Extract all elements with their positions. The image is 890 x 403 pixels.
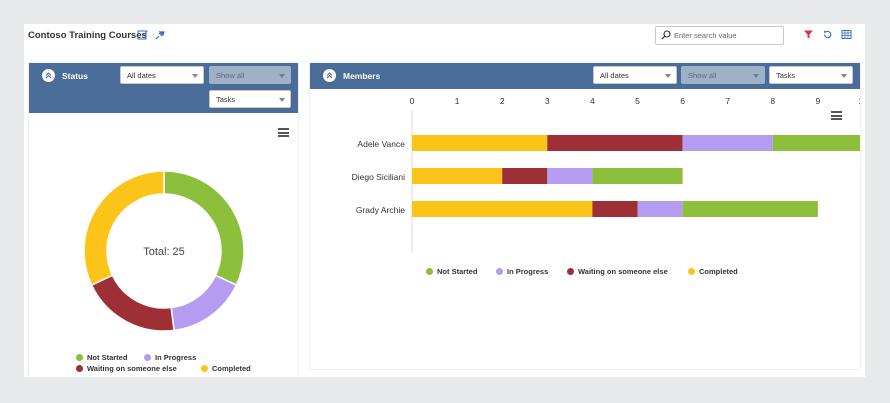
search-box[interactable] (655, 26, 784, 45)
status-panel: Status All dates Show all Tasks Total: 2… (29, 63, 298, 377)
category-label: Adele Vance (357, 139, 405, 149)
legend-label: Completed (699, 267, 738, 276)
donut-total-label: Total: 25 (143, 246, 185, 258)
page-title: Contoso Training Courses (28, 30, 147, 41)
legend-label: Completed (212, 364, 251, 373)
bar-segment-completed[interactable] (412, 168, 502, 184)
legend-item-in-progress[interactable]: In Progress (144, 353, 196, 362)
x-tick-label: 1 (455, 96, 460, 106)
bar-segment-in-progress[interactable] (683, 135, 773, 151)
bar-segment-waiting-on-someone-else[interactable] (592, 201, 637, 217)
bar-segment-not-started[interactable] (773, 135, 860, 151)
legend-dot (144, 354, 151, 361)
bar-segment-in-progress[interactable] (638, 201, 683, 217)
legend-item-not-started[interactable]: Not Started (76, 353, 127, 362)
donut-slice-not-started[interactable] (164, 171, 244, 285)
legend-label: In Progress (507, 267, 548, 276)
legend-dot (688, 268, 695, 275)
refresh-icon[interactable] (822, 29, 833, 40)
legend-item-completed[interactable]: Completed (201, 364, 251, 373)
members-show-dropdown[interactable]: Show all (681, 66, 765, 84)
chart-menu-icon[interactable] (278, 128, 289, 137)
members-dates-dropdown[interactable]: All dates (593, 66, 677, 84)
members-bar-chart: 0 1 2 3 4 5 6 7 8 9 10 Adele Vance Diego Siciliani Gr… (310, 93, 860, 253)
status-type-dropdown[interactable]: Tasks (209, 90, 291, 108)
legend-label: Waiting on someone else (87, 364, 177, 373)
legend-dot (201, 365, 208, 372)
edit-icon[interactable] (137, 29, 149, 41)
bar-segment-waiting-on-someone-else[interactable] (502, 168, 547, 184)
status-dates-dropdown[interactable]: All dates (120, 66, 204, 84)
x-tick-label: 7 (725, 96, 730, 106)
x-tick-label: 0 (410, 96, 415, 106)
table-view-icon[interactable] (841, 29, 852, 40)
x-tick-label: 9 (816, 96, 821, 106)
bar-segment-not-started[interactable] (683, 201, 818, 217)
collapse-members-button[interactable] (323, 69, 336, 82)
legend-label: Not Started (437, 267, 477, 276)
legend-label: Not Started (87, 353, 127, 362)
x-tick-label: 5 (635, 96, 640, 106)
bar-segment-not-started[interactable] (592, 168, 682, 184)
status-donut-chart: Total: 25 (79, 166, 249, 336)
members-panel: Members All dates Show all Tasks 0 1 2 3 4 5 6… (310, 63, 860, 369)
legend-label: Waiting on someone else (578, 267, 668, 276)
legend-dot (76, 365, 83, 372)
header-bar: Contoso Training Courses (24, 24, 865, 54)
members-panel-header: Members All dates Show all Tasks (310, 63, 860, 89)
category-label: Diego Siciliani (352, 172, 405, 182)
legend-item-in-progress[interactable]: In Progress (496, 267, 548, 276)
bar-segment-waiting-on-someone-else[interactable] (547, 135, 682, 151)
legend-dot (426, 268, 433, 275)
legend-item-waiting-on-someone-else[interactable]: Waiting on someone else (76, 364, 177, 373)
members-legend: Not Started In Progress Waiting on someone… (426, 267, 846, 279)
donut-slice-completed[interactable] (84, 171, 164, 285)
status-panel-header: Status All dates Show all Tasks (29, 63, 298, 113)
legend-dot (567, 268, 574, 275)
legend-dot (496, 268, 503, 275)
chevron-up-icon (45, 72, 52, 79)
legend-item-not-started[interactable]: Not Started (426, 267, 477, 276)
bar-segment-in-progress[interactable] (547, 168, 592, 184)
filter-icon[interactable] (803, 29, 814, 40)
bar-segment-completed[interactable] (412, 135, 547, 151)
donut-slice-waiting-on-someone-else[interactable] (92, 275, 174, 331)
members-panel-title: Members (343, 71, 380, 81)
dashboard: Contoso Training Courses (24, 24, 865, 377)
donut-slice-in-progress[interactable] (171, 275, 236, 330)
members-type-dropdown[interactable]: Tasks (769, 66, 853, 84)
x-tick-label: 4 (590, 96, 595, 106)
legend-item-waiting-on-someone-else[interactable]: Waiting on someone else (567, 267, 668, 276)
x-tick-label: 8 (770, 96, 775, 106)
status-show-dropdown[interactable]: Show all (209, 66, 291, 84)
collapse-status-button[interactable] (42, 69, 55, 82)
legend-item-completed[interactable]: Completed (688, 267, 738, 276)
chevron-up-icon (326, 72, 333, 79)
x-tick-label: 10 (858, 96, 860, 106)
status-legend: Not Started In Progress Waiting on someone… (76, 353, 296, 377)
status-panel-title: Status (62, 71, 88, 81)
legend-dot (76, 354, 83, 361)
legend-label: In Progress (155, 353, 196, 362)
category-label: Grady Archie (356, 205, 405, 215)
pin-icon[interactable] (154, 29, 166, 41)
search-icon (661, 30, 671, 40)
search-input[interactable] (674, 29, 780, 42)
x-tick-label: 2 (500, 96, 505, 106)
bar-segment-completed[interactable] (412, 201, 592, 217)
x-tick-label: 6 (680, 96, 685, 106)
x-tick-label: 3 (545, 96, 550, 106)
